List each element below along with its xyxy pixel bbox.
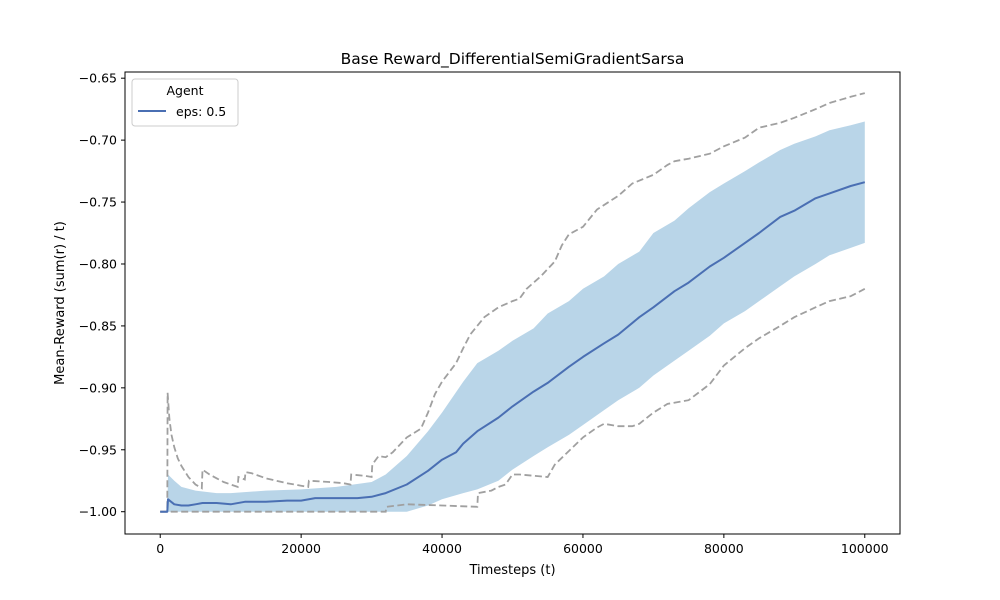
confidence-band — [160, 121, 865, 512]
x-tick-label: 0 — [156, 541, 164, 556]
x-tick-label: 100000 — [841, 541, 889, 556]
confidence-band-layer — [160, 121, 865, 512]
x-tick-label: 20000 — [281, 541, 321, 556]
max-dashed-line — [160, 92, 866, 513]
chart-title: Base Reward_DifferentialSemiGradientSars… — [341, 50, 685, 69]
x-axis-ticks: 0 20000 40000 60000 80000 100000 — [156, 534, 889, 556]
legend-entry-eps-0-5: eps: 0.5 — [176, 104, 226, 119]
x-tick-label: 40000 — [422, 541, 462, 556]
y-tick-label: −0.95 — [79, 442, 117, 457]
legend-title: Agent — [167, 83, 204, 98]
y-tick-label: −0.85 — [79, 318, 117, 333]
y-tick-label: −1.00 — [79, 504, 117, 519]
plot-area-frame — [124, 71, 901, 535]
extreme-lines-layer — [160, 92, 866, 513]
mean-line-eps-0-5 — [160, 181, 866, 513]
min-dashed-line — [160, 288, 866, 513]
y-tick-label: −0.65 — [79, 71, 117, 86]
x-axis-label: Timesteps (t) — [468, 563, 555, 578]
mean-line-layer — [160, 181, 866, 513]
x-tick-label: 80000 — [704, 541, 744, 556]
y-tick-label: −0.70 — [79, 133, 117, 148]
x-tick-label: 60000 — [563, 541, 603, 556]
y-tick-label: −0.90 — [79, 380, 117, 395]
legend: Agent eps: 0.5 — [131, 78, 239, 127]
y-axis-label: Mean-Reward (sum(r) / t) — [53, 221, 68, 385]
y-tick-label: −0.75 — [79, 195, 117, 210]
y-tick-label: −0.80 — [79, 256, 117, 271]
y-axis-ticks: −1.00 −0.95 −0.90 −0.85 −0.80 −0.75 −0.70 −0.65 — [79, 71, 125, 519]
legend-box — [131, 78, 239, 127]
